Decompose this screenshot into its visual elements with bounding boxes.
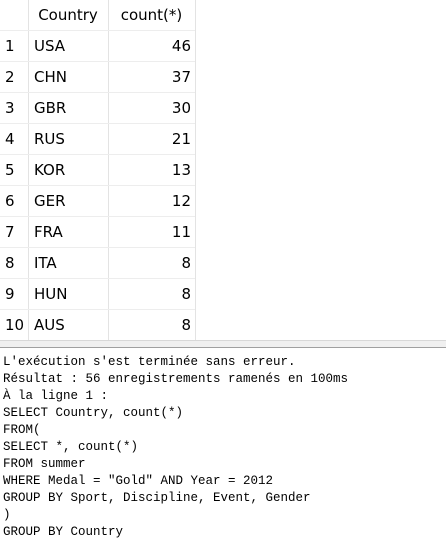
country-cell: GBR	[34, 99, 67, 117]
row-divider	[0, 309, 195, 310]
row-number: 9	[5, 285, 15, 303]
result-grid: Country count(*) 1 USA 46 2 CHN 37 3 GBR 30 4 RUS 21 5…	[0, 0, 196, 340]
country-cell: FRA	[34, 223, 63, 241]
log-line: À la ligne 1 :	[3, 389, 109, 403]
country-cell: ITA	[34, 254, 57, 272]
row-number: 2	[5, 68, 15, 86]
count-cell: 13	[171, 161, 191, 179]
log-line: FROM(	[3, 423, 41, 437]
row-number: 3	[5, 99, 15, 117]
log-line: )	[3, 508, 11, 522]
country-cell: CHN	[34, 68, 67, 86]
log-line: GROUP BY Country	[3, 525, 124, 539]
count-cell: 12	[171, 192, 191, 210]
row-divider	[0, 247, 195, 248]
count-cell: 46	[171, 37, 191, 55]
row-number: 4	[5, 130, 15, 148]
log-line: SELECT Country, count(*)	[3, 406, 184, 420]
log-line: L'exécution s'est terminée sans erreur.	[3, 355, 296, 369]
count-cell: 8	[181, 254, 191, 272]
country-cell: USA	[34, 37, 66, 55]
column-header[interactable]: count(*)	[120, 6, 183, 24]
row-divider	[0, 154, 195, 155]
country-cell: RUS	[34, 130, 65, 148]
log-panel: L'exécution s'est terminée sans erreur. R…	[0, 348, 446, 544]
row-number: 6	[5, 192, 15, 210]
count-cell: 37	[171, 68, 191, 86]
row-number: 1	[5, 37, 15, 55]
log-line: WHERE Medal = "Gold" AND Year = 2012	[3, 474, 274, 488]
row-number: 5	[5, 161, 15, 179]
count-cell: 11	[171, 223, 191, 241]
column-divider	[195, 0, 196, 340]
column-divider	[108, 0, 109, 340]
country-cell: HUN	[34, 285, 68, 303]
column-divider	[28, 0, 29, 340]
row-divider	[0, 216, 195, 217]
column-header[interactable]: Country	[38, 6, 98, 24]
splitter[interactable]	[0, 340, 446, 348]
row-divider	[0, 185, 195, 186]
row-number: 7	[5, 223, 15, 241]
row-divider	[0, 123, 195, 124]
country-cell: KOR	[34, 161, 66, 179]
count-cell: 21	[171, 130, 191, 148]
row-divider	[0, 30, 195, 31]
log-line: FROM summer	[3, 457, 86, 471]
row-divider	[0, 278, 195, 279]
row-number: 8	[5, 254, 15, 272]
log-line: GROUP BY Sport, Discipline, Event, Gende…	[3, 491, 311, 505]
count-cell: 30	[171, 99, 191, 117]
row-divider	[0, 92, 195, 93]
log-line: Résultat : 56 enregistrements ramenés en…	[3, 372, 349, 386]
count-cell: 8	[181, 285, 191, 303]
row-divider	[0, 61, 195, 62]
count-cell: 8	[181, 316, 191, 334]
country-cell: AUS	[34, 316, 65, 334]
log-line: SELECT *, count(*)	[3, 440, 139, 454]
row-number: 10	[5, 316, 25, 334]
country-cell: GER	[34, 192, 66, 210]
